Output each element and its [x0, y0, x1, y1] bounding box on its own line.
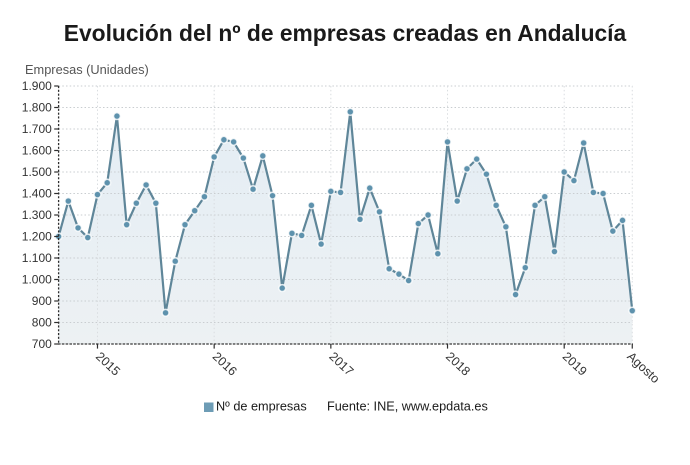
svg-text:1.200: 1.200 — [22, 229, 52, 243]
svg-text:2015: 2015 — [93, 349, 123, 378]
svg-text:1.900: 1.900 — [22, 79, 52, 93]
svg-text:Nº de empresas: Nº de empresas — [216, 400, 307, 414]
svg-text:Evolución del nº de empresas c: Evolución del nº de empresas creadas en … — [64, 20, 627, 46]
svg-text:1.400: 1.400 — [22, 186, 52, 200]
svg-text:1.500: 1.500 — [22, 165, 52, 179]
svg-text:800: 800 — [32, 315, 52, 329]
svg-text:1.300: 1.300 — [22, 208, 52, 222]
svg-text:Agosto: Agosto — [624, 349, 662, 386]
svg-text:700: 700 — [32, 337, 52, 351]
svg-text:1.700: 1.700 — [22, 122, 52, 136]
svg-text:900: 900 — [32, 294, 52, 308]
svg-text:1.800: 1.800 — [22, 100, 52, 114]
svg-text:Empresas (Unidades): Empresas (Unidades) — [25, 62, 149, 77]
svg-text:2017: 2017 — [326, 349, 356, 378]
svg-text:2019: 2019 — [560, 349, 590, 378]
svg-text:1.000: 1.000 — [22, 272, 52, 286]
svg-text:2018: 2018 — [443, 349, 473, 378]
svg-text:2016: 2016 — [210, 349, 240, 378]
svg-text:1.600: 1.600 — [22, 143, 52, 157]
svg-text:Fuente: INE, www.epdata.es: Fuente: INE, www.epdata.es — [327, 400, 488, 414]
svg-text:1.100: 1.100 — [22, 251, 52, 265]
